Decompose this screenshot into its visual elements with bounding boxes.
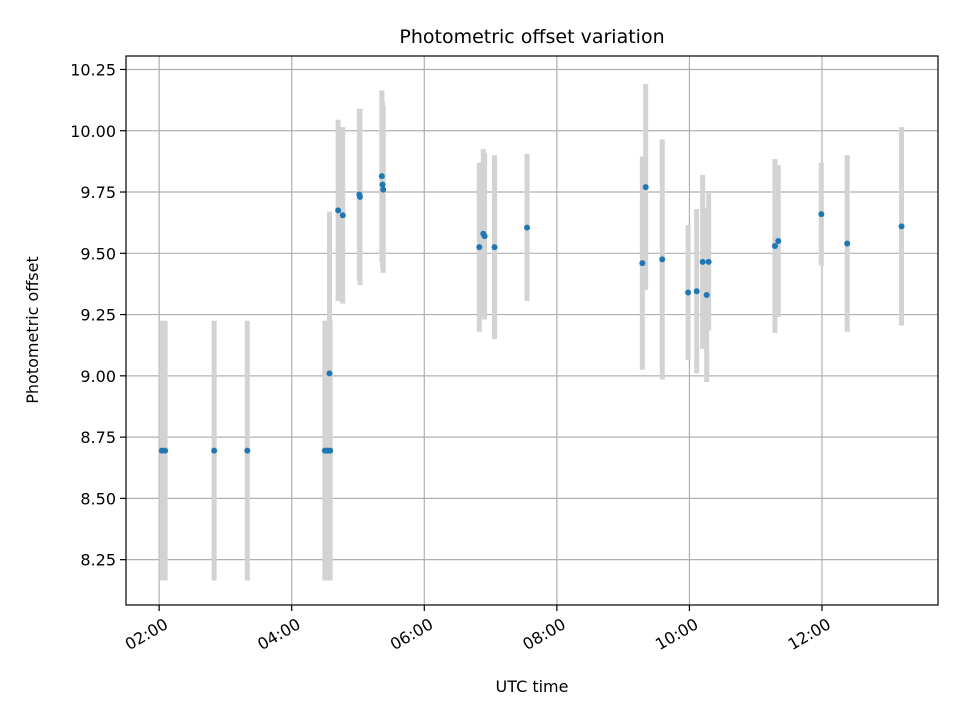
data-point	[380, 186, 387, 193]
data-point	[699, 258, 706, 265]
data-points	[158, 173, 905, 454]
y-tick-label: 8.75	[80, 428, 116, 447]
data-point	[705, 258, 712, 265]
data-point	[639, 260, 646, 267]
y-tick-label: 9.50	[80, 244, 116, 263]
data-point	[335, 207, 342, 214]
data-point	[327, 447, 334, 454]
data-point	[642, 184, 649, 191]
data-point	[339, 212, 346, 219]
data-point	[244, 447, 251, 454]
y-tick-label: 9.25	[80, 306, 116, 325]
data-point	[356, 193, 363, 200]
data-point	[775, 238, 782, 245]
y-tick-label: 10.25	[70, 60, 116, 79]
data-point	[685, 289, 692, 296]
data-point	[898, 223, 905, 230]
data-point	[378, 173, 385, 180]
data-point	[476, 244, 483, 251]
x-axis-label: UTC time	[496, 677, 569, 696]
data-point	[481, 233, 488, 240]
data-point	[162, 447, 169, 454]
plot-frame	[125, 55, 939, 606]
data-point	[844, 240, 851, 247]
y-tick-label: 8.25	[80, 551, 116, 570]
data-point	[326, 370, 333, 377]
y-tick-label: 8.50	[80, 489, 116, 508]
data-point	[771, 242, 778, 249]
y-axis-label: Photometric offset	[23, 256, 42, 404]
data-point	[693, 288, 700, 295]
data-point	[524, 224, 531, 231]
data-point	[818, 211, 825, 218]
data-point	[379, 181, 386, 188]
data-point	[703, 291, 710, 298]
data-point	[491, 244, 498, 251]
chart-title: Photometric offset variation	[399, 26, 664, 48]
y-tick-label: 9.75	[80, 183, 116, 202]
y-axis-ticks: 8.25 8.50 8.75 9.00 9.25 9.50 9.75 10.00 10.25	[70, 60, 126, 570]
data-point	[659, 256, 666, 263]
y-tick-label: 10.00	[70, 122, 116, 141]
data-point	[211, 447, 218, 454]
y-tick-label: 9.00	[80, 367, 116, 386]
